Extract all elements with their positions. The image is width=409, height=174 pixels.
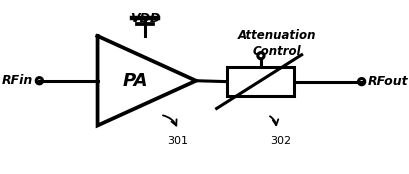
Text: 302: 302	[270, 136, 292, 146]
Bar	[227, 67, 294, 96]
Text: RFout: RFout	[368, 75, 409, 88]
Text: PA: PA	[122, 72, 148, 90]
Text: VDD: VDD	[130, 12, 160, 25]
Text: 301: 301	[168, 136, 189, 146]
Text: RFin: RFin	[2, 74, 33, 87]
Text: Attenuation
Control: Attenuation Control	[238, 29, 316, 58]
